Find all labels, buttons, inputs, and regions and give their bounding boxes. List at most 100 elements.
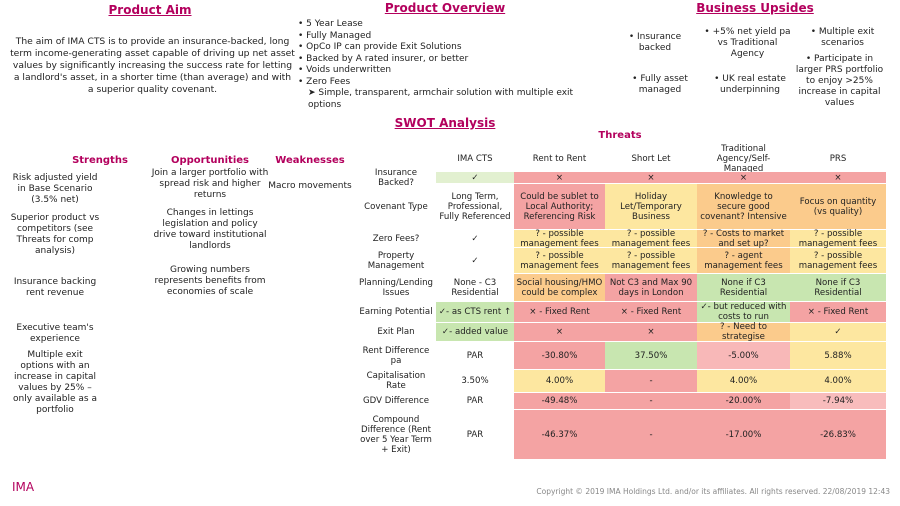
column-header: IMA CTS [436, 146, 514, 172]
table-cell: × - Fixed Rent [790, 302, 886, 323]
opportunities-item: Changes in lettings legislation and poli… [153, 208, 267, 251]
logo: IMA [12, 480, 35, 494]
table-cell: × [514, 323, 605, 342]
table-cell: 4.00% [514, 370, 605, 393]
weaknesses-title: Weaknesses [275, 155, 345, 166]
strengths-item: Risk adjusted yield in Base Scenario (3.… [12, 173, 98, 205]
table-cell: -20.00% [697, 393, 790, 410]
table-cell: ✓ [436, 248, 514, 274]
strengths-title: Strengths [72, 155, 128, 166]
table-cell: Focus on quantity (vs quality) [790, 184, 886, 230]
bullet-text: Zero Fees [306, 76, 351, 87]
table-cell: 4.00% [697, 370, 790, 393]
opportunities-title: Opportunities [170, 155, 249, 166]
column-header: Short Let [605, 146, 697, 172]
table-cell: ? - Costs to market and set up? [697, 229, 790, 249]
table-cell: × [697, 172, 790, 184]
sub-bullet-text: Simple, transparent, armchair solution w… [308, 88, 574, 110]
bullet-dot: • [298, 42, 307, 52]
sub-bullet: ➤ Simple, transparent, armchair solution… [298, 88, 598, 111]
upside-text: Fully asset managed [638, 74, 688, 95]
opportunities-item: Growing numbers represents benefits from… [154, 265, 266, 297]
table-cell: 4.00% [790, 370, 886, 393]
copyright: Copyright © 2019 IMA Holdings Ltd. and/o… [536, 487, 890, 496]
aim-text: The aim of IMA CTS is to provide an insu… [10, 36, 295, 95]
row-label: Earning Potential [356, 302, 436, 323]
row-label: Compound Difference (Rent over 5 Year Te… [356, 410, 436, 460]
overview-list: • 5 Year Lease • Fully Managed • OpCo IP c… [298, 19, 598, 111]
table-cell: None if C3 Residential [697, 274, 790, 302]
upside: • UK real estate underpinning [705, 74, 795, 96]
section-title: Business Upsides [696, 1, 814, 15]
row-label: GDV Difference [356, 393, 436, 410]
bullet: • Backed by A rated insurer, or better [298, 54, 598, 66]
table-cell: None if C3 Residential [790, 274, 886, 302]
table-cell: × - Fixed Rent [514, 302, 605, 323]
bullet-dot: • [628, 32, 637, 42]
table-cell: Social housing/HMO could be complex [514, 274, 605, 302]
bullet-dot: • [298, 30, 307, 41]
bullet-dot: • [298, 76, 307, 87]
column-header: Traditional Agency/Self-Managed [697, 144, 790, 174]
upside-text: Multiple exit scenarios [818, 27, 875, 48]
table-cell: Long Term, Professional, Fully Reference… [436, 184, 514, 230]
upside: • Multiple exit scenarios [805, 27, 880, 49]
bullet-dot: • [298, 53, 307, 64]
table-cell: -17.00% [697, 410, 790, 460]
table-cell: ✓- added value [436, 323, 514, 342]
table-cell: ? - possible management fees [790, 248, 886, 274]
table-cell: Knowledge to secure good covenant? Inten… [697, 184, 790, 230]
table-cell: 37.50% [605, 342, 697, 370]
bullet-dot: • [298, 19, 307, 29]
bullet: • Zero Fees [298, 77, 598, 89]
strengths-item: Executive team's experience [16, 323, 94, 344]
table-cell: ? - possible management fees [514, 248, 605, 274]
table-cell: ✓- as CTS rent ↑ [436, 302, 514, 323]
table-cell: ? - possible management fees [605, 229, 697, 249]
table-cell: 5.88% [790, 342, 886, 370]
strengths-item: Multiple exit options with an increase i… [13, 350, 97, 415]
bullet: • Voids underwritten [298, 65, 598, 77]
upside-text: Insurance backed [637, 32, 682, 53]
bullet-text: Fully Managed [306, 30, 372, 41]
table-cell: 3.50% [436, 370, 514, 393]
bullet-text: Voids underwritten [306, 65, 392, 75]
column-header: PRS [790, 146, 886, 172]
bullet: • 5 Year Lease [298, 19, 598, 31]
table-cell: - [605, 410, 697, 460]
table-cell: Could be sublet to Local Authority; Refe… [514, 184, 605, 230]
table-cell: -30.80% [514, 342, 605, 370]
table-cell: Not C3 and Max 90 days in London [605, 274, 697, 302]
row-label: Covenant Type [356, 184, 436, 230]
row-label: Rent Difference pa [356, 342, 436, 370]
table-cell: PAR [436, 410, 514, 460]
table-cell: ? - possible management fees [605, 248, 697, 274]
table-cell: ✓ [790, 323, 886, 342]
table-cell: PAR [436, 393, 514, 410]
bullet-dot: • [714, 74, 723, 84]
table-cell: -7.94% [790, 393, 886, 410]
row-label: Exit Plan [356, 323, 436, 342]
table-cell: ✓- but reduced with costs to run [697, 302, 790, 323]
section-title: Product Overview [384, 1, 506, 15]
bullet-dot: • [298, 65, 307, 75]
threats-title: Threats [598, 130, 642, 141]
table-cell: -26.83% [790, 410, 886, 460]
upside: • Fully asset managed [620, 74, 700, 96]
bullet-dot: • [805, 54, 815, 64]
bullet-dot: • [810, 27, 819, 37]
table-cell: Holiday Let/Temporary Business [605, 184, 697, 230]
table-cell: × - Fixed Rent [605, 302, 697, 323]
table-cell: ? - possible management fees [790, 229, 886, 249]
bullet-dot: • [632, 74, 641, 84]
row-label: Zero Fees? [356, 230, 436, 248]
upside: • +5% net yield pa vs Traditional Agency [700, 27, 795, 60]
table-cell: -5.00% [697, 342, 790, 370]
table-cell: PAR [436, 342, 514, 370]
upside: • Insurance backed [615, 32, 695, 54]
row-label: Property Management [356, 248, 436, 274]
strengths-item: Superior product vs competitors (see Thr… [10, 213, 100, 256]
table-cell: × [514, 172, 605, 184]
upside-text: +5% net yield pa vs Traditional Agency [712, 27, 791, 59]
